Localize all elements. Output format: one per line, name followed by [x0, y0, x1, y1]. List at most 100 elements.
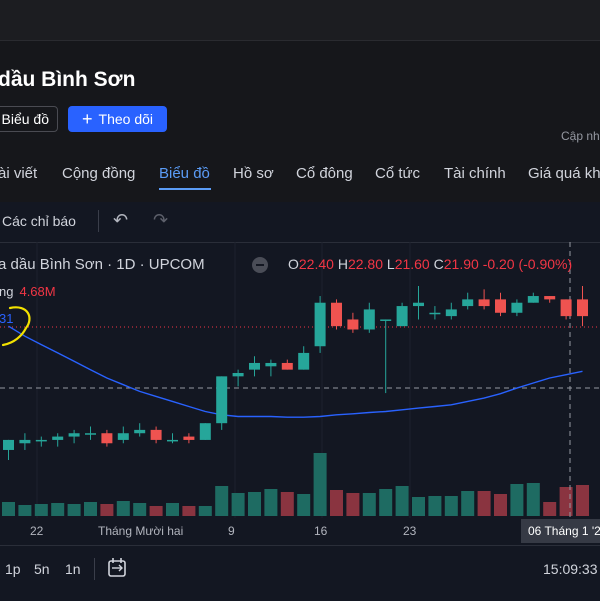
candle-body	[445, 309, 457, 317]
candle-body	[331, 302, 342, 327]
candle	[363, 302, 375, 333]
follow-button[interactable]: + Theo dõi	[68, 106, 167, 132]
indicators-button[interactable]: Các chỉ báo	[2, 213, 76, 229]
top-header-strip	[0, 0, 600, 41]
volume-bar	[297, 494, 311, 516]
candle	[511, 299, 523, 317]
tab-history[interactable]: Giá quá kh	[528, 165, 600, 182]
candle	[150, 426, 162, 444]
candle	[68, 429, 80, 444]
candle	[462, 292, 474, 310]
chart-area[interactable]	[0, 202, 600, 600]
tab-posts[interactable]: ài viết	[0, 165, 38, 182]
candle	[347, 312, 359, 333]
candle-body	[413, 302, 424, 307]
candle	[298, 346, 310, 370]
yellow-annotation-bracket	[1, 306, 31, 347]
candle-body	[314, 302, 326, 347]
volume-bar	[84, 502, 97, 516]
tab-shareholders[interactable]: Cổ đông	[296, 165, 353, 182]
candles	[3, 286, 588, 460]
range-5n-button[interactable]: 5n	[34, 561, 50, 577]
volume-readout: ng 4.68M	[0, 284, 56, 299]
candle	[167, 433, 178, 444]
collapse-legend-icon[interactable]	[252, 257, 268, 273]
volume-bar	[559, 487, 573, 516]
x-tick-label: 9	[228, 524, 235, 538]
candle	[183, 433, 195, 444]
tab-community[interactable]: Cộng đồng	[62, 165, 136, 182]
volume-bar	[330, 490, 343, 516]
candle-body	[85, 433, 96, 435]
follow-button-label: Theo dõi	[98, 111, 153, 127]
candle	[445, 302, 457, 320]
candle-body	[527, 296, 539, 303]
bottom-toolbar	[0, 545, 600, 601]
volume-bar	[428, 496, 442, 516]
candle	[495, 292, 506, 317]
close-label: C	[433, 256, 444, 272]
candle-body	[281, 362, 293, 370]
tab-profile[interactable]: Hồ sơ	[233, 165, 274, 182]
candle-body	[511, 302, 523, 313]
candle	[134, 423, 146, 437]
tab-dividends[interactable]: Cổ tức	[375, 165, 421, 182]
candle	[101, 429, 113, 447]
undo-icon[interactable]: ↶	[113, 210, 129, 230]
range-1p-button[interactable]: 1p	[5, 561, 21, 577]
candle-body	[462, 299, 474, 307]
volume-bar	[264, 489, 278, 516]
tab-financials[interactable]: Tài chính	[444, 165, 506, 182]
candle-body	[167, 439, 178, 442]
candle-body	[265, 362, 277, 367]
candle-body	[429, 312, 441, 315]
volume-bar	[444, 496, 458, 516]
redo-icon[interactable]: ↷	[153, 210, 169, 230]
tab-chart[interactable]: Biểu đồ	[159, 165, 210, 182]
candle-body	[232, 373, 244, 377]
candle-body	[544, 296, 556, 300]
candle	[396, 302, 408, 327]
chart-button[interactable]: Biểu đồ	[0, 106, 58, 132]
moving-average-line	[8, 325, 583, 418]
candle	[199, 423, 211, 440]
x-tick-label: Tháng Mười hai	[98, 524, 184, 538]
volume-bar	[379, 489, 393, 516]
volume-bar	[362, 493, 376, 516]
candle-body	[216, 376, 228, 424]
candlestick-chart[interactable]	[0, 242, 600, 542]
volume-bar	[526, 483, 540, 516]
volume-bar	[2, 502, 15, 516]
volume-bar	[280, 492, 294, 516]
volume-bars	[2, 453, 589, 516]
calendar-range-icon[interactable]	[107, 556, 129, 580]
volume-bar	[198, 506, 212, 516]
volume-bar	[313, 453, 327, 516]
active-tab-indicator	[159, 188, 211, 190]
bottom-divider	[94, 558, 95, 580]
candle	[380, 319, 392, 394]
open-label: O	[288, 256, 299, 272]
candle	[117, 426, 129, 444]
candle-body	[380, 319, 392, 321]
range-1n-button[interactable]: 1n	[65, 561, 81, 577]
candle	[85, 426, 96, 440]
volume-bar	[34, 504, 48, 516]
toolbar-divider	[98, 210, 99, 232]
candle	[577, 286, 588, 327]
volume-label: ng	[0, 284, 14, 299]
low-value: 21.60	[394, 256, 430, 272]
candle-body	[19, 439, 31, 444]
volume-bar	[149, 506, 163, 516]
candle-body	[560, 299, 572, 317]
volume-bar	[182, 506, 196, 516]
candle	[249, 356, 260, 377]
candle-body	[199, 423, 211, 440]
updated-label: Cập nh	[561, 129, 600, 143]
symbol-legend[interactable]: a dầu Bình Sơn · 1D · UPCOM	[0, 256, 205, 273]
candle-body	[134, 429, 146, 434]
candle	[478, 289, 490, 310]
open-value: 22.40	[298, 256, 334, 272]
candle-body	[150, 429, 162, 440]
candle-body	[249, 362, 260, 370]
